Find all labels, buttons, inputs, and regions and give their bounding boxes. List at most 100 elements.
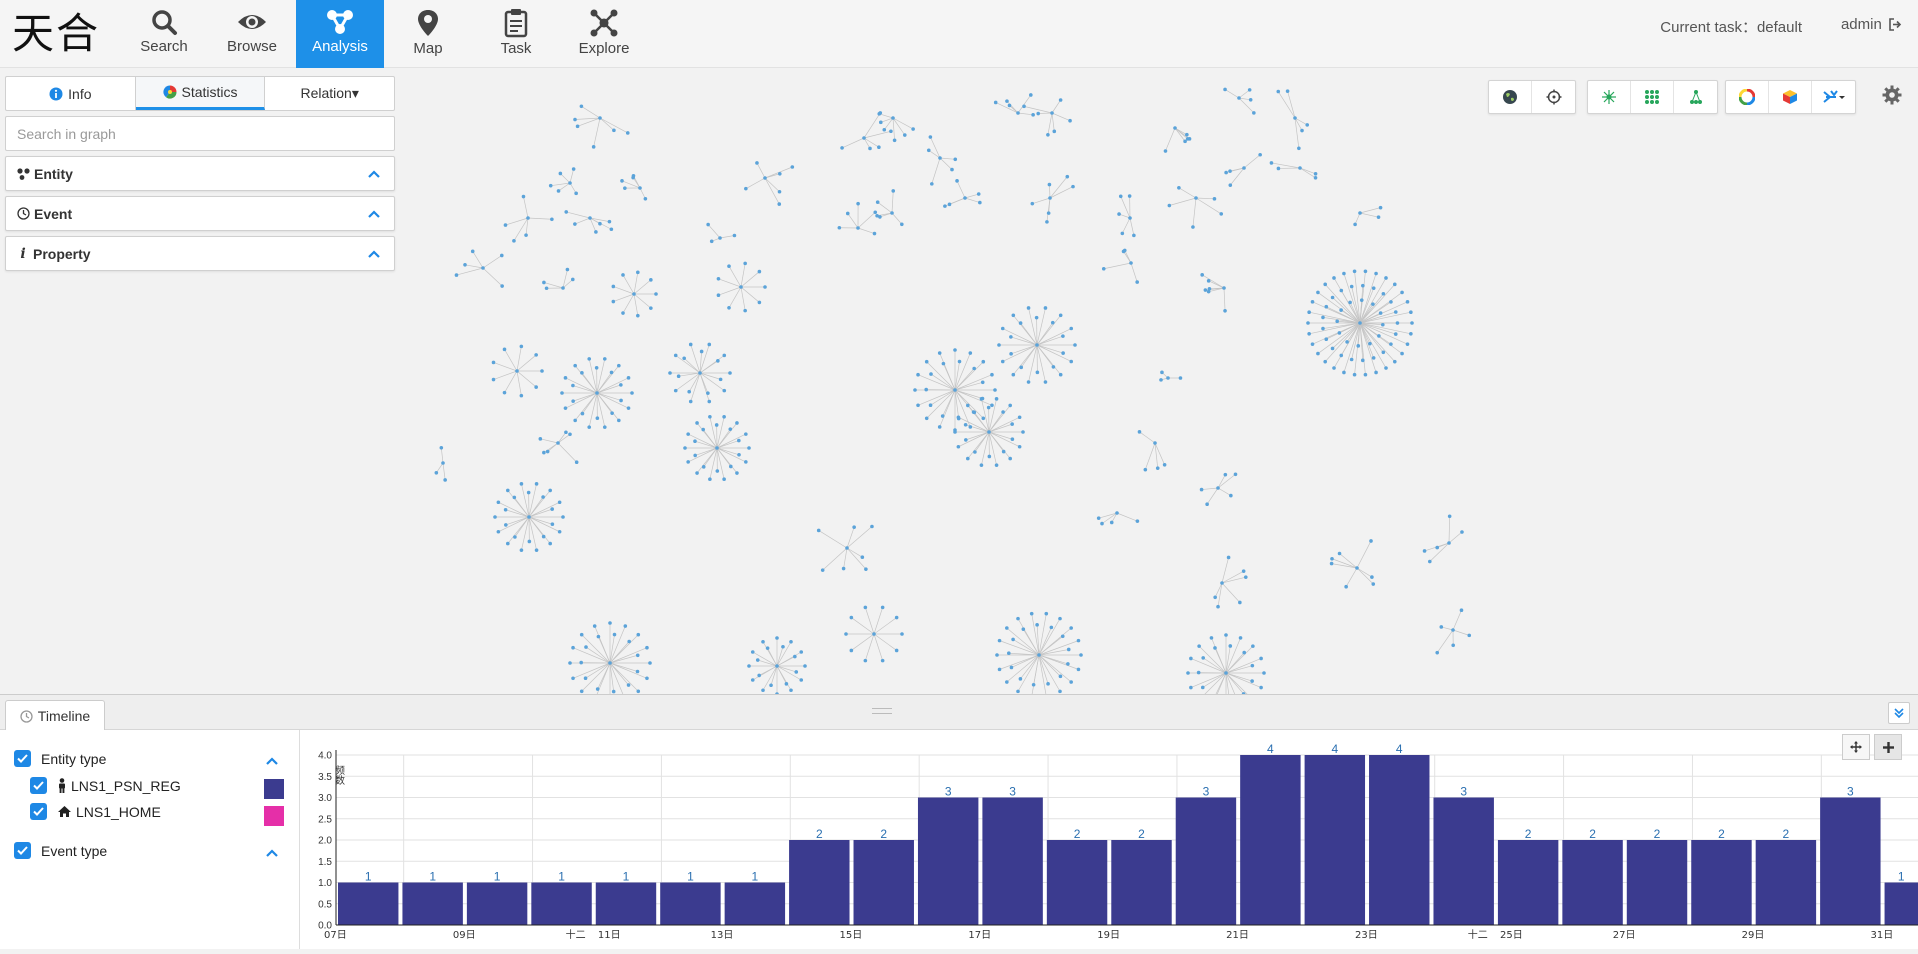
- graph-node[interactable]: [1330, 557, 1334, 561]
- entity-type-toggle[interactable]: Entity type: [14, 750, 106, 767]
- graph-node[interactable]: [739, 285, 743, 289]
- graph-node[interactable]: [758, 301, 762, 305]
- graph-node[interactable]: [644, 197, 648, 201]
- graph-node[interactable]: [1410, 321, 1414, 325]
- graph-node[interactable]: [636, 633, 640, 637]
- graph-node[interactable]: [603, 425, 607, 429]
- graph-node[interactable]: [758, 270, 762, 274]
- graph-node[interactable]: [693, 439, 697, 443]
- graph-node[interactable]: [1069, 327, 1073, 331]
- timeline-bar[interactable]: [854, 840, 914, 925]
- graph-node[interactable]: [440, 446, 444, 450]
- graph-node[interactable]: [571, 399, 575, 403]
- graph-node[interactable]: [1059, 675, 1063, 679]
- graph-node[interactable]: [698, 371, 702, 375]
- timeline-bar[interactable]: [1111, 840, 1171, 925]
- graph-node[interactable]: [1451, 628, 1455, 632]
- graph-node[interactable]: [1377, 215, 1381, 219]
- graph-node[interactable]: [1324, 305, 1328, 309]
- graph-node[interactable]: [1316, 352, 1320, 356]
- graph-node[interactable]: [993, 388, 997, 392]
- graph-node[interactable]: [1345, 340, 1349, 344]
- graph-node[interactable]: [1353, 373, 1357, 377]
- graph-node[interactable]: [1384, 276, 1388, 280]
- graph-node[interactable]: [566, 268, 570, 272]
- graph-node[interactable]: [497, 500, 501, 504]
- graph-node[interactable]: [1005, 99, 1009, 103]
- graph-node[interactable]: [549, 184, 553, 188]
- graph-node[interactable]: [850, 616, 854, 620]
- graph-node[interactable]: [1323, 283, 1327, 287]
- graph-node[interactable]: [995, 463, 999, 467]
- graph-node[interactable]: [1305, 123, 1309, 127]
- graph-node[interactable]: [728, 427, 732, 431]
- graph-node[interactable]: [850, 649, 854, 653]
- graph-node[interactable]: [1258, 153, 1262, 157]
- graph-node[interactable]: [1400, 352, 1404, 356]
- graph-node[interactable]: [513, 496, 517, 500]
- graph-node[interactable]: [1339, 308, 1343, 312]
- graph-node[interactable]: [1016, 690, 1020, 694]
- graph-node[interactable]: [789, 640, 793, 644]
- graph-node[interactable]: [1058, 690, 1062, 694]
- graph-node[interactable]: [654, 292, 658, 296]
- graph-node[interactable]: [471, 250, 475, 254]
- globe-button[interactable]: [1489, 81, 1532, 113]
- graph-node[interactable]: [598, 222, 602, 226]
- graph-node[interactable]: [756, 658, 760, 662]
- graph-node[interactable]: [781, 645, 785, 649]
- graph-node[interactable]: [1022, 105, 1026, 109]
- graph-node[interactable]: [612, 300, 616, 304]
- graph-node[interactable]: [1406, 300, 1410, 304]
- graph-node[interactable]: [504, 523, 508, 527]
- grid-layout-button[interactable]: [1631, 81, 1674, 113]
- graph-node[interactable]: [1353, 223, 1357, 227]
- graph-node[interactable]: [564, 210, 568, 214]
- color-button[interactable]: [1726, 81, 1769, 113]
- graph-node[interactable]: [564, 406, 568, 410]
- graph-node[interactable]: [1342, 272, 1346, 276]
- graph-node[interactable]: [718, 236, 722, 240]
- graph-node[interactable]: [571, 278, 575, 282]
- graph-node[interactable]: [1374, 371, 1378, 375]
- graph-node[interactable]: [702, 465, 706, 469]
- graph-node[interactable]: [995, 653, 999, 657]
- graph-node[interactable]: [587, 357, 591, 361]
- timeline-bar[interactable]: [1885, 883, 1918, 926]
- graph-node[interactable]: [500, 254, 504, 258]
- graph-node[interactable]: [1298, 166, 1302, 170]
- graph-node[interactable]: [1393, 360, 1397, 364]
- graph-node[interactable]: [1277, 167, 1281, 171]
- graph-node[interactable]: [1027, 380, 1031, 384]
- graph-node[interactable]: [1251, 644, 1255, 648]
- tab-timeline[interactable]: Timeline: [5, 700, 105, 731]
- graph-node[interactable]: [608, 661, 612, 665]
- graph-node[interactable]: [1194, 196, 1198, 200]
- graph-node[interactable]: [1364, 269, 1368, 273]
- graph-node[interactable]: [1330, 562, 1334, 566]
- graph-node[interactable]: [674, 354, 678, 358]
- graph-node[interactable]: [492, 378, 496, 382]
- checkbox-checked[interactable]: [30, 777, 47, 794]
- graph-node[interactable]: [695, 421, 699, 425]
- timeline-bar[interactable]: [1047, 840, 1107, 925]
- graph-node[interactable]: [1364, 373, 1368, 377]
- graph-node[interactable]: [755, 161, 759, 165]
- graph-node[interactable]: [842, 567, 846, 571]
- graph-node[interactable]: [571, 384, 575, 388]
- graph-node[interactable]: [573, 364, 577, 368]
- graph-node[interactable]: [493, 515, 497, 519]
- graph-node[interactable]: [1220, 581, 1224, 585]
- graph-node[interactable]: [610, 227, 614, 231]
- graph-node[interactable]: [621, 273, 625, 277]
- graph-node[interactable]: [1353, 269, 1357, 273]
- graph-node[interactable]: [541, 495, 545, 499]
- graph-node[interactable]: [1204, 288, 1208, 292]
- graph-node[interactable]: [1213, 646, 1217, 650]
- graph-node[interactable]: [1011, 638, 1015, 642]
- graph-node[interactable]: [990, 373, 994, 377]
- graph-node[interactable]: [636, 271, 640, 275]
- graph-node[interactable]: [1393, 283, 1397, 287]
- graph-node[interactable]: [1051, 321, 1055, 325]
